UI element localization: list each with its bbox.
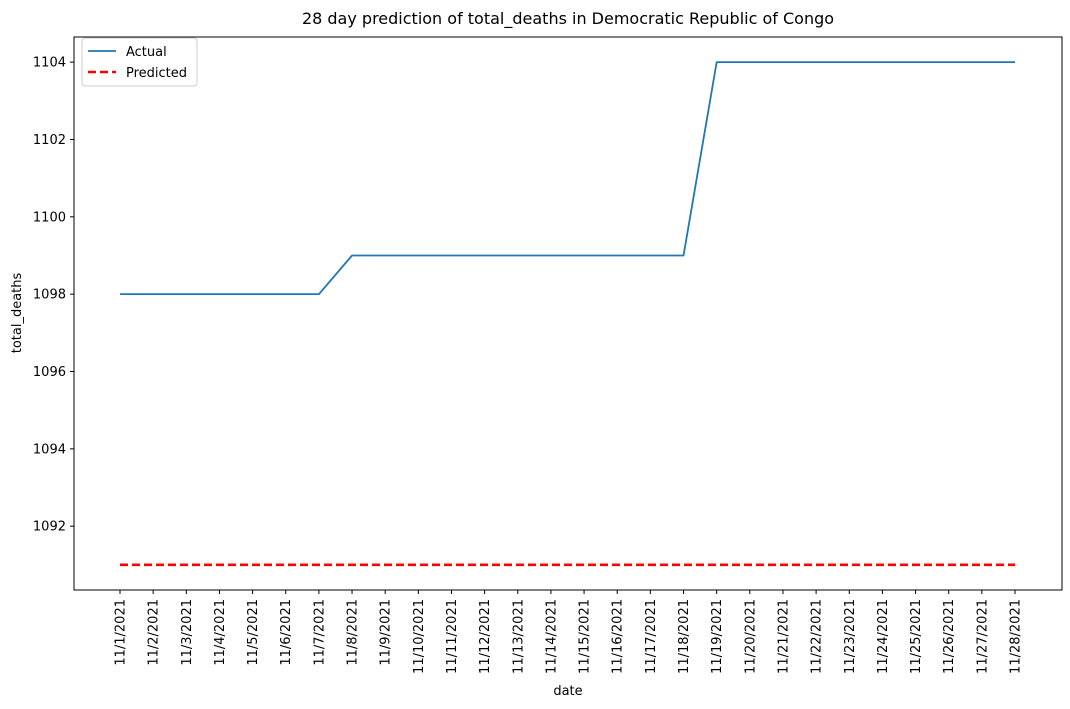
x-tick-label: 11/5/2021 — [246, 599, 261, 666]
x-tick-label: 11/16/2021 — [611, 599, 626, 674]
legend-label-actual: Actual — [126, 45, 167, 60]
x-tick-label: 11/19/2021 — [710, 599, 725, 674]
series-group — [120, 61, 1015, 567]
y-tick-label: 1102 — [33, 133, 66, 148]
y-axis: 1092 1094 1096 1098 1100 1102 1104 — [33, 56, 74, 535]
x-axis: 11/1/2021 11/2/2021 11/3/2021 11/4/2021 11/5… — [114, 590, 1024, 674]
x-axis-label: date — [553, 684, 582, 699]
x-tick-label: 11/23/2021 — [843, 599, 858, 674]
legend-box — [81, 37, 198, 87]
x-tick-label: 11/18/2021 — [677, 599, 692, 674]
x-tick-label: 11/11/2021 — [445, 599, 460, 674]
chart-title: 28 day prediction of total_deaths in Dem… — [302, 9, 834, 29]
y-axis-label: total_deaths — [10, 273, 25, 354]
x-tick-label: 11/24/2021 — [876, 599, 891, 674]
x-tick-label: 11/3/2021 — [180, 599, 195, 666]
x-tick-label: 11/4/2021 — [213, 599, 228, 666]
x-tick-label: 11/1/2021 — [114, 599, 129, 666]
y-tick-label: 1096 — [33, 365, 66, 380]
x-tick-label: 11/7/2021 — [312, 599, 327, 666]
y-tick-label: 1104 — [33, 56, 66, 71]
y-tick-label: 1092 — [33, 520, 66, 535]
y-tick-label: 1098 — [33, 288, 66, 303]
legend: Actual Predicted — [81, 37, 198, 87]
x-tick-label: 11/21/2021 — [776, 599, 791, 674]
x-tick-label: 11/22/2021 — [810, 599, 825, 674]
plot-area — [73, 36, 1063, 591]
x-tick-label: 11/20/2021 — [743, 599, 758, 674]
x-tick-label: 11/12/2021 — [478, 599, 493, 674]
y-tick-label: 1100 — [33, 210, 66, 225]
x-tick-label: 11/27/2021 — [975, 599, 990, 674]
y-tick-label: 1094 — [33, 442, 66, 457]
x-tick-label: 11/8/2021 — [346, 599, 361, 666]
x-tick-label: 11/14/2021 — [544, 599, 559, 674]
x-tick-label: 11/10/2021 — [412, 599, 427, 674]
x-tick-label: 11/25/2021 — [909, 599, 924, 674]
x-tick-label: 11/15/2021 — [578, 599, 593, 674]
x-tick-label: 11/2/2021 — [147, 599, 162, 666]
legend-label-predicted: Predicted — [126, 66, 187, 81]
x-tick-label: 11/9/2021 — [379, 599, 394, 666]
x-tick-label: 11/13/2021 — [511, 599, 526, 674]
x-tick-label: 11/17/2021 — [644, 599, 659, 674]
x-tick-label: 11/26/2021 — [942, 599, 957, 674]
x-tick-label: 11/28/2021 — [1009, 599, 1024, 674]
x-tick-label: 11/6/2021 — [279, 599, 294, 666]
series-line-actual — [120, 61, 1015, 296]
